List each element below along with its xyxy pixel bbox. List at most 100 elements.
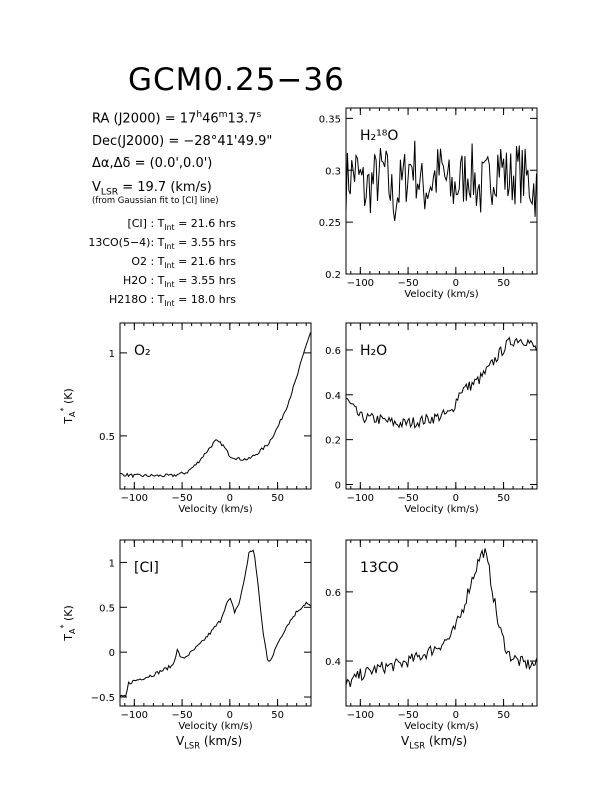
bottom-axis-label-right: VLSR (km/s)	[401, 734, 467, 750]
y-axis-label-sub: A	[68, 411, 77, 417]
x-tick-label: −50	[172, 493, 193, 504]
x-axis-label: Velocity (km/s)	[404, 289, 478, 300]
tint-value: = 3.55 hrs	[178, 274, 236, 287]
vlsr-symbol: V	[176, 734, 185, 748]
x-tick-label: −100	[347, 278, 374, 289]
y-axis-label-sub: A	[68, 628, 77, 634]
vlsr-value: = 19.7 (km/s)	[122, 180, 212, 195]
y-tick-label: 0.4	[325, 391, 341, 402]
y-axis-label-unit: (K)	[62, 605, 75, 624]
tint-line-label: 13CO(5−4):	[88, 236, 155, 249]
y-tick-label: 0	[335, 481, 341, 492]
ra-label: RA (J2000) =	[92, 111, 176, 127]
dec-row: Dec(J2000) = −28°41'49.9"	[92, 134, 272, 149]
vlsr-row: VLSR = 19.7 (km/s)	[92, 180, 212, 198]
tint-symbol: T	[157, 217, 165, 230]
ra-minutes: 46	[202, 111, 219, 127]
tint-sub: Int	[164, 261, 175, 271]
x-tick-label: 50	[497, 710, 510, 721]
panel-label-h2o: H₂O	[360, 343, 387, 359]
y-tick-label: 0.6	[325, 346, 341, 357]
plot-frame	[119, 539, 312, 707]
panel-co13: −100 −50 0 50 0.4 0.6 Velocity (km/s) 13CO	[325, 539, 538, 732]
tint-row-h218o: H218O : TInt = 18.0 hrs	[82, 293, 236, 308]
x-tick-label: −100	[347, 493, 374, 504]
bottom-axis-label-left: VLSR (km/s)	[176, 734, 242, 750]
tint-sub: Int	[164, 223, 175, 233]
tint-line-label: O2 :	[131, 255, 155, 268]
plot-frame	[345, 322, 538, 490]
ra-seconds: 13.7	[227, 111, 257, 127]
y-tick-label: 1	[109, 349, 115, 360]
y-tick-label: 0.6	[325, 588, 341, 599]
y-tick-label: 0	[109, 648, 115, 659]
x-tick-label: −50	[398, 278, 419, 289]
x-tick-label: 50	[497, 278, 510, 289]
x-tick-label: −50	[172, 710, 193, 721]
y-tick-label: 1	[109, 558, 115, 569]
spectrum-line-h218o	[345, 140, 537, 221]
tint-row-ci: [CI] : TInt = 21.6 hrs	[90, 217, 236, 232]
x-axis-label: Velocity (km/s)	[404, 721, 478, 732]
ra-row: RA (J2000) = 17h46m13.7s	[92, 110, 262, 127]
tint-row-o2: O2 : TInt = 21.6 hrs	[90, 255, 236, 270]
vlsr-unit: (km/s)	[203, 734, 243, 748]
plot-frame	[119, 322, 312, 490]
tint-sub: Int	[164, 242, 175, 252]
x-tick-label: −100	[121, 710, 148, 721]
x-tick-label: −100	[121, 493, 148, 504]
x-tick-label: −100	[347, 710, 374, 721]
tint-symbol: T	[157, 274, 165, 287]
panel-h218o: −100 −50 0 50 0.2 0.25 0.3 0.35 Velocity (km/s) H…	[319, 107, 538, 300]
offset-value: (0.0',0.0')	[149, 156, 213, 171]
x-tick-label: −50	[398, 710, 419, 721]
x-axis-label: Velocity (km/s)	[178, 504, 252, 515]
tint-row-h2o: H2O : TInt = 3.55 hrs	[90, 274, 236, 289]
plot-frame	[345, 539, 538, 707]
y-tick-label: −0.5	[91, 693, 115, 704]
y-axis-label-sup: *	[59, 625, 68, 629]
vlsr-subscript: LSR	[184, 740, 201, 751]
vlsr-sub: LSR	[100, 187, 119, 198]
panel-o2: −100 −50 0 50 0.5 1 Velocity (km/s) TA* (K) O₂	[59, 322, 312, 515]
tint-value: = 18.0 hrs	[178, 293, 236, 306]
tint-symbol: T	[157, 236, 165, 249]
vlsr-label: V	[92, 180, 101, 195]
y-axis-label-sup: *	[59, 408, 68, 412]
y-tick-label: 0.35	[319, 114, 341, 125]
y-axis-label-unit: (K)	[62, 388, 75, 407]
panel-label-o2: O₂	[134, 343, 151, 359]
y-axis-label: TA* (K)	[59, 388, 77, 425]
x-tick-label: 0	[453, 710, 459, 721]
y-tick-label: 0.25	[319, 218, 341, 229]
y-tick-label: 0.4	[325, 657, 341, 668]
x-tick-label: 0	[227, 493, 233, 504]
panel-h2o: −100 −50 0 50 0 0.2 0.4 0.6 Velocity (km/s) H₂O	[325, 322, 538, 515]
tint-value: = 3.55 hrs	[178, 236, 236, 249]
tint-value: = 21.6 hrs	[178, 217, 236, 230]
y-tick-label: 0.2	[325, 270, 341, 281]
tint-symbol: T	[157, 293, 165, 306]
x-axis-label: Velocity (km/s)	[404, 504, 478, 515]
x-tick-label: 0	[227, 710, 233, 721]
panel-label-h218o: H₂¹⁸O	[360, 128, 398, 144]
panel-label-co13: 13CO	[360, 560, 399, 576]
spectrum-line-h2o	[345, 336, 537, 429]
y-axis-label: TA* (K)	[59, 605, 77, 642]
vlsr-note: (from Gaussian fit to [CI] line)	[92, 196, 219, 206]
panel-label-ci: [CI]	[134, 560, 159, 576]
offset-label: Δα,Δδ =	[92, 156, 146, 171]
spectrum-line-ci	[119, 549, 311, 698]
ra-hours: 17	[179, 111, 197, 127]
dec-value: −28°41'49.9"	[183, 134, 273, 149]
x-tick-label: 50	[497, 493, 510, 504]
vlsr-symbol: V	[401, 734, 410, 748]
page-title: GCM0.25−36	[128, 62, 345, 98]
y-tick-label: 0.3	[325, 166, 341, 177]
tint-row-13co: 13CO(5−4): TInt = 3.55 hrs	[82, 236, 236, 251]
x-tick-label: 0	[453, 278, 459, 289]
tint-sub: Int	[164, 299, 175, 309]
vlsr-subscript: LSR	[409, 740, 426, 751]
tint-line-label: H2O :	[123, 274, 155, 287]
